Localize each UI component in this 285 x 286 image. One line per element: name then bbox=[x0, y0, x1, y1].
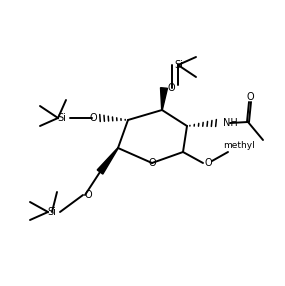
Text: O: O bbox=[89, 113, 97, 123]
Text: O: O bbox=[168, 83, 176, 93]
Text: NH: NH bbox=[223, 118, 238, 128]
Polygon shape bbox=[160, 88, 168, 110]
Polygon shape bbox=[97, 148, 118, 174]
Text: Si: Si bbox=[174, 60, 184, 70]
Text: O: O bbox=[148, 158, 156, 168]
Text: Si: Si bbox=[58, 113, 66, 123]
Text: methyl: methyl bbox=[223, 142, 255, 150]
Text: O: O bbox=[246, 92, 254, 102]
Text: O: O bbox=[84, 190, 92, 200]
Text: Si: Si bbox=[48, 207, 56, 217]
Text: O: O bbox=[204, 158, 212, 168]
